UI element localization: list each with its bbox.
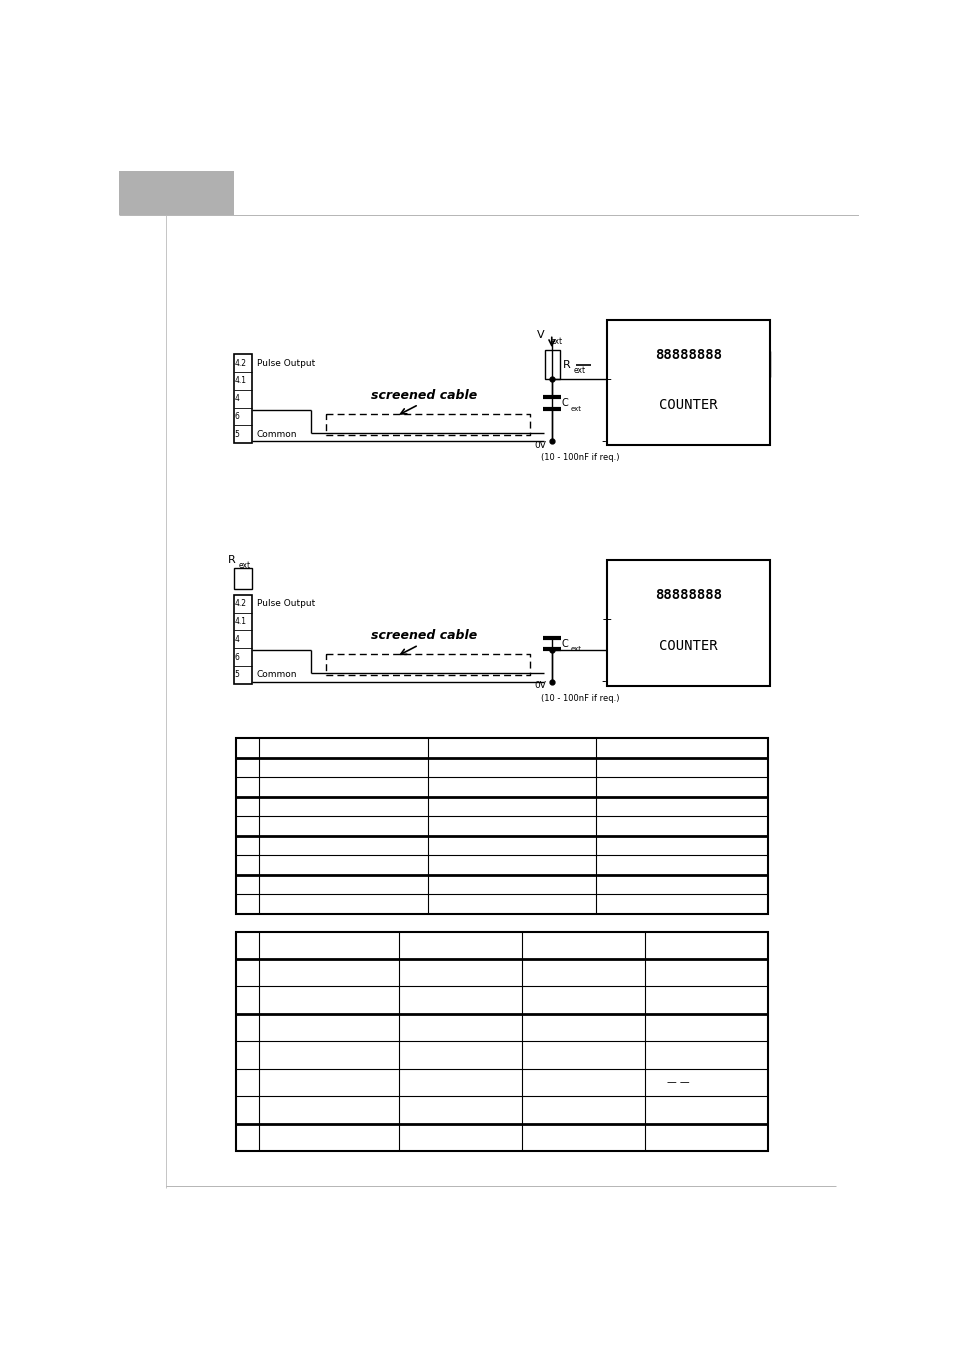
Text: ext: ext xyxy=(239,561,251,570)
Bar xyxy=(606,561,769,686)
Text: +: + xyxy=(600,373,611,386)
Text: C: C xyxy=(560,398,568,409)
Text: Pulse Output: Pulse Output xyxy=(256,359,314,368)
Text: 88888888: 88888888 xyxy=(655,588,721,603)
Text: -: - xyxy=(600,435,605,448)
Text: 4.2: 4.2 xyxy=(234,359,246,368)
Text: screened cable: screened cable xyxy=(370,629,476,642)
Text: R: R xyxy=(562,360,570,369)
Text: R: R xyxy=(228,555,235,565)
Bar xyxy=(233,595,252,683)
Text: (10 - 100nF if req.): (10 - 100nF if req.) xyxy=(540,454,618,462)
Text: 4.2: 4.2 xyxy=(234,599,246,608)
Bar xyxy=(544,350,559,379)
Bar xyxy=(233,354,252,443)
Text: 6: 6 xyxy=(234,653,239,661)
Text: 4: 4 xyxy=(234,394,239,403)
Text: C: C xyxy=(560,640,568,649)
Text: Common: Common xyxy=(256,430,297,439)
Text: 6: 6 xyxy=(234,411,239,421)
Text: ext: ext xyxy=(570,406,580,411)
Text: +: + xyxy=(600,614,611,626)
Text: -: - xyxy=(600,675,605,689)
Bar xyxy=(119,171,233,216)
Text: 4.1: 4.1 xyxy=(234,376,246,386)
Text: (10 - 100nF if req.): (10 - 100nF if req.) xyxy=(540,694,618,703)
Bar xyxy=(235,739,767,914)
Text: 4.1: 4.1 xyxy=(234,617,246,626)
Bar xyxy=(235,932,767,1152)
Bar xyxy=(233,568,252,588)
Text: 4: 4 xyxy=(234,634,239,644)
Bar xyxy=(606,320,769,445)
Text: 88888888: 88888888 xyxy=(655,348,721,363)
Text: ext: ext xyxy=(550,337,562,346)
Text: screened cable: screened cable xyxy=(370,388,476,402)
Text: Pulse Output: Pulse Output xyxy=(256,599,314,608)
Text: COUNTER: COUNTER xyxy=(659,398,717,411)
Text: 5: 5 xyxy=(234,430,239,439)
Text: ext: ext xyxy=(574,365,585,375)
Text: ext: ext xyxy=(570,646,580,652)
Text: Common: Common xyxy=(256,671,297,679)
Text: 0V: 0V xyxy=(535,441,546,449)
Text: COUNTER: COUNTER xyxy=(659,638,717,653)
Text: V: V xyxy=(537,330,544,341)
Text: 0V: 0V xyxy=(535,682,546,690)
Text: 5: 5 xyxy=(234,671,239,679)
Text: — —: — — xyxy=(666,1077,689,1088)
